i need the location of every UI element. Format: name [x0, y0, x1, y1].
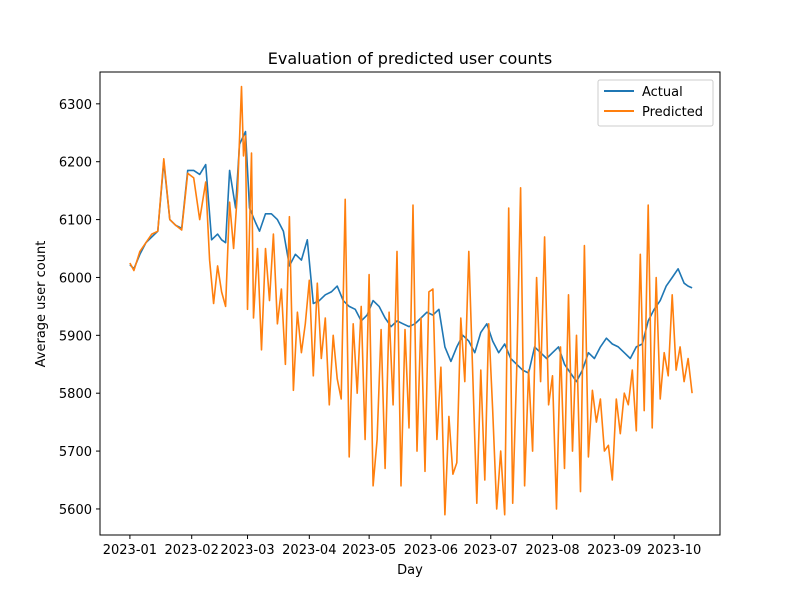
y-tick-label: 6300 [59, 98, 92, 113]
x-tick-label: 2023-05 [342, 543, 396, 558]
legend-label-predicted: Predicted [642, 105, 703, 120]
y-axis-ticks: 5600 5700 5800 5900 6000 6100 6200 6300 [59, 98, 100, 518]
x-tick-label: 2023-02 [165, 543, 219, 558]
x-tick-label: 2023-03 [220, 543, 274, 558]
legend: Actual Predicted [597, 79, 714, 127]
y-tick-label: 5700 [59, 445, 92, 460]
y-tick-label: 5900 [59, 329, 92, 344]
chart-title: Evaluation of predicted user counts [268, 49, 552, 68]
x-axis-ticks: 2023-01 2023-02 2023-03 2023-04 2023-05 2023-… [103, 535, 701, 558]
x-tick-label: 2023-10 [647, 543, 701, 558]
y-tick-label: 6100 [59, 214, 92, 229]
x-tick-label: 2023-07 [464, 543, 518, 558]
series-line-predicted [129, 85, 693, 516]
y-tick-label: 5600 [59, 503, 92, 518]
x-tick-label: 2023-09 [587, 543, 641, 558]
x-tick-label: 2023-06 [404, 543, 458, 558]
x-axis-label: Day [397, 563, 423, 578]
y-tick-label: 6000 [59, 271, 92, 286]
y-tick-label: 5800 [59, 387, 92, 402]
series-layer [129, 85, 693, 516]
y-axis-label: Average user count [34, 241, 49, 368]
series-line-actual [129, 130, 693, 383]
plot-frame [99, 71, 721, 536]
x-tick-label: 2023-01 [103, 543, 157, 558]
x-tick-label: 2023-08 [525, 543, 579, 558]
y-tick-label: 6200 [59, 156, 92, 171]
legend-label-actual: Actual [642, 85, 683, 100]
x-tick-label: 2023-04 [282, 543, 336, 558]
